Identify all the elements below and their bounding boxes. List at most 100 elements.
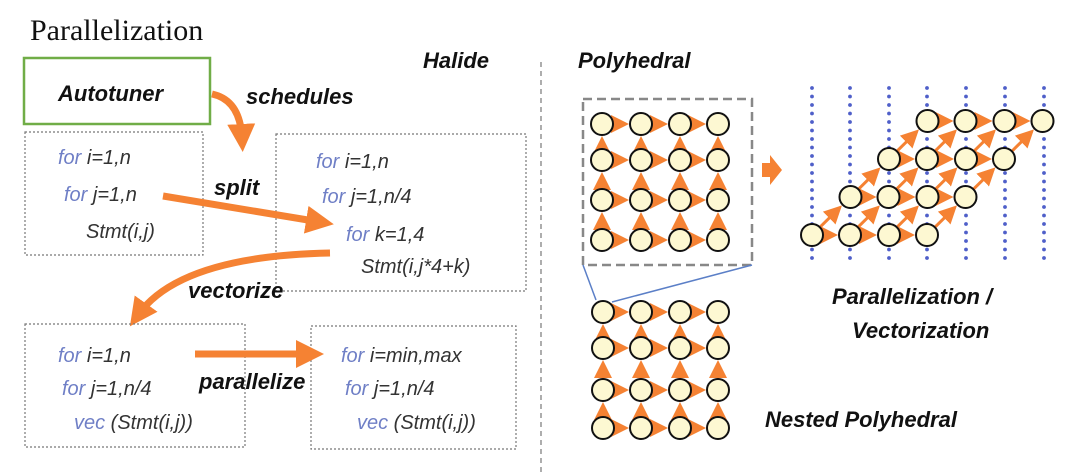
- parallel-dot: [964, 86, 968, 90]
- parallel-dot: [1003, 196, 1007, 201]
- parallel-dot: [810, 145, 814, 150]
- code-keyword: for: [58, 345, 83, 367]
- code-text: i=1,n: [81, 345, 130, 367]
- code-line: for j=1,n/4: [62, 378, 152, 400]
- split-label: split: [214, 175, 261, 200]
- parallel-dot: [887, 137, 891, 141]
- polyhedral-label: Polyhedral: [578, 48, 691, 73]
- parallel-dot: [810, 247, 814, 252]
- iteration-node: [629, 378, 653, 402]
- parallel-dot: [964, 247, 968, 252]
- iteration-node: [629, 336, 653, 360]
- iteration-node: [915, 223, 939, 247]
- iteration-node: [915, 185, 940, 209]
- parallel-dot: [925, 86, 929, 90]
- parallel-dot: [887, 247, 891, 252]
- parallel-dot: [964, 213, 968, 218]
- code-keyword: for: [58, 147, 83, 169]
- zoom-line-left: [582, 264, 597, 301]
- autotuner-box: [22, 56, 212, 126]
- parallel-dot: [925, 103, 929, 107]
- code-line: for i=1,n: [316, 151, 389, 173]
- parallel-dot: [810, 196, 814, 201]
- vectorize-label: vectorize: [188, 278, 283, 303]
- parallel-dot: [1042, 162, 1046, 167]
- parallel-dot: [925, 137, 929, 141]
- code-keyword: for: [316, 151, 341, 173]
- code-box-split: [275, 133, 527, 292]
- parallel-dot: [1042, 171, 1046, 175]
- code-line: for j=1,n: [64, 184, 137, 206]
- parallelization-label-line1: Parallelization /: [832, 284, 995, 309]
- iteration-node: [706, 300, 730, 324]
- iteration-node: [706, 416, 730, 440]
- parallel-dot: [925, 213, 929, 218]
- schedules-label: schedules: [246, 84, 354, 109]
- code-text: (Stmt(i,j)): [388, 412, 476, 434]
- parallel-dot: [887, 111, 891, 116]
- parallel-dot: [810, 162, 814, 167]
- iteration-node: [706, 148, 730, 172]
- iteration-node: [1030, 109, 1055, 133]
- code-keyword: vec: [74, 412, 105, 434]
- parallel-dot: [810, 111, 814, 116]
- parallel-dot: [887, 120, 891, 124]
- parallel-dot: [964, 239, 968, 243]
- parallel-dot: [1042, 154, 1046, 158]
- iteration-node: [915, 147, 939, 171]
- code-keyword: vec: [357, 412, 388, 434]
- parallel-dot: [848, 154, 852, 158]
- iteration-node: [706, 112, 730, 136]
- parallel-dot: [848, 120, 852, 124]
- parallel-dot: [1042, 137, 1046, 141]
- code-text: Stmt(i,j*4+k): [361, 256, 470, 278]
- diagram-title: Parallelization: [30, 14, 203, 47]
- code-box-vectorized: [24, 323, 246, 448]
- parallel-dot: [1003, 103, 1007, 107]
- parallel-dot: [1042, 103, 1046, 107]
- iteration-node: [629, 416, 653, 440]
- code-text: (Stmt(i,j)): [105, 412, 193, 434]
- transform-arrow: [762, 155, 782, 185]
- parallel-dot: [1042, 256, 1046, 260]
- iteration-node: [668, 336, 692, 360]
- code-line: vec (Stmt(i,j)): [74, 412, 193, 434]
- parallel-dot: [887, 128, 891, 133]
- code-box-original: [24, 131, 204, 256]
- iteration-node: [706, 188, 730, 212]
- code-text: Stmt(i,j): [86, 221, 155, 243]
- parallel-dot: [1042, 179, 1046, 184]
- dependency-arrow: [895, 129, 919, 153]
- parallel-dot: [1003, 222, 1007, 226]
- code-keyword: for: [346, 224, 371, 246]
- dependency-arrow: [856, 205, 880, 229]
- vectorize-arrow: [129, 249, 331, 327]
- iteration-node: [915, 109, 940, 133]
- parallel-dot: [1003, 239, 1007, 243]
- parallel-dot: [964, 137, 968, 141]
- parallel-dot: [964, 230, 968, 235]
- parallel-dot: [1042, 205, 1046, 209]
- parallelize-label: parallelize: [198, 369, 305, 394]
- parallel-dot: [810, 103, 814, 107]
- iteration-node: [992, 109, 1017, 133]
- parallel-dot: [810, 120, 814, 124]
- schedules-arrow: [211, 90, 256, 152]
- code-line: for i=min,max: [341, 345, 463, 367]
- parallel-dot: [848, 94, 852, 99]
- dependency-arrow: [933, 205, 957, 229]
- iteration-node: [590, 228, 614, 252]
- dependency-arrow: [934, 167, 958, 191]
- dependency-arrow: [972, 129, 996, 153]
- iteration-node: [668, 148, 692, 172]
- parallel-dot: [848, 256, 852, 260]
- code-line: Stmt(i,j): [86, 221, 155, 243]
- iteration-node: [953, 109, 978, 133]
- dependency-arrow: [857, 167, 881, 191]
- parallel-dot: [1042, 247, 1046, 252]
- iteration-node: [629, 188, 653, 212]
- halide-label: Halide: [423, 48, 489, 73]
- parallel-dot: [1003, 86, 1007, 90]
- split-arrow: [162, 192, 334, 234]
- dependency-arrow: [895, 167, 919, 191]
